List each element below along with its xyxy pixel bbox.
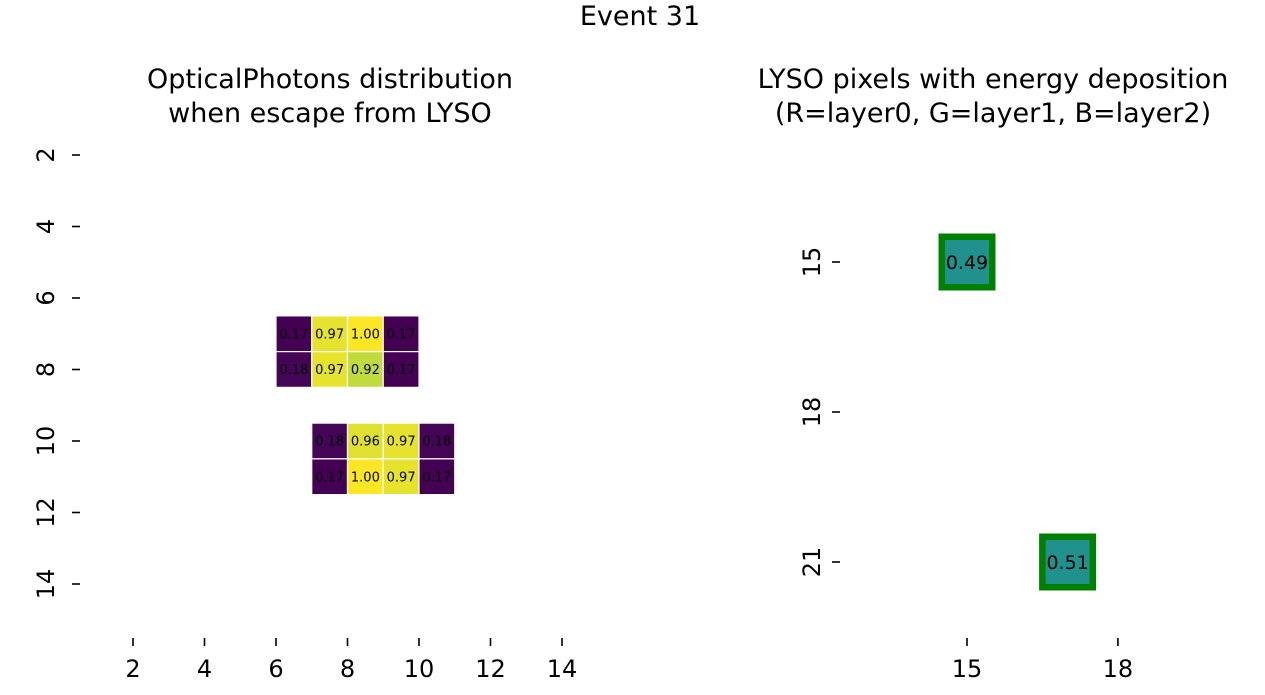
right-x-tick-label: 15 [952, 655, 983, 683]
left-y-axis-ticks: 2 4 6 8 10 12 14 [32, 147, 80, 599]
left-cell [346, 351, 384, 388]
left-cell [311, 458, 349, 496]
left-cell-label: 0.97 [315, 363, 344, 378]
right-y-axis-ticks: 15 18 21 [798, 247, 840, 578]
left-x-tick-label: 2 [125, 655, 140, 683]
left-cell-label: 1.00 [351, 327, 380, 342]
left-cell [346, 458, 384, 496]
right-cell-label: 0.51 [1046, 552, 1088, 574]
left-cell [275, 315, 313, 353]
left-cell-label: 0.97 [387, 435, 416, 450]
left-y-tick-label: 2 [32, 147, 60, 162]
left-cell-label: 0.97 [387, 470, 416, 485]
right-y-tick-label: 18 [798, 397, 826, 428]
left-cell [275, 351, 313, 388]
left-cell-label: 0.18 [279, 363, 308, 378]
right-title-line-2: (R=layer0, G=layer1, B=layer2) [775, 98, 1211, 129]
right-x-axis-ticks: 15 18 [952, 638, 1133, 683]
left-cell-label: 0.96 [351, 435, 380, 450]
right-y-tick-label: 15 [798, 247, 826, 278]
left-cell-label: 0.18 [315, 435, 344, 450]
right-title-line-1: LYSO pixels with energy deposition [758, 64, 1229, 95]
right-y-tick-label: 21 [798, 547, 826, 578]
left-cell-label: 0.18 [422, 435, 451, 450]
left-cell-label: 0.97 [315, 327, 344, 342]
left-cell-label: 0.17 [422, 470, 451, 485]
left-x-tick-label: 6 [268, 655, 283, 683]
right-cell [945, 240, 989, 284]
left-title-line-1: OpticalPhotons distribution [147, 64, 513, 95]
left-cell-label: 0.17 [387, 327, 416, 342]
right-cell [1045, 540, 1090, 584]
left-cell-label: 1.00 [351, 470, 380, 485]
right-x-tick-label: 18 [1103, 655, 1134, 683]
left-y-tick-label: 8 [32, 362, 60, 377]
left-x-tick-label: 4 [197, 655, 212, 683]
left-cell [418, 422, 456, 460]
left-cell-label: 0.17 [279, 327, 308, 342]
left-x-tick-label: 12 [475, 655, 506, 683]
left-heatmap-cells: 0.17 0.97 1.00 0.17 0.18 0.97 0.92 0.17 0.18 0.96… [275, 315, 456, 496]
left-y-tick-label: 14 [32, 569, 60, 600]
left-y-tick-label: 10 [32, 426, 60, 457]
left-cell [382, 315, 420, 353]
left-x-tick-label: 14 [547, 655, 578, 683]
left-y-tick-label: 6 [32, 290, 60, 305]
left-cell [346, 422, 384, 460]
left-y-tick-label: 4 [32, 219, 60, 234]
left-x-tick-label: 10 [404, 655, 435, 683]
right-cell-label: 0.49 [946, 252, 988, 274]
figure-suptitle: Event 31 [580, 1, 700, 32]
left-cell [311, 351, 349, 388]
left-title-line-2: when escape from LYSO [168, 98, 492, 129]
left-y-tick-label: 12 [32, 497, 60, 528]
right-heatmap-cells: 0.49 0.51 [938, 233, 1097, 591]
left-cell-label: 0.17 [315, 470, 344, 485]
left-cell [418, 458, 456, 496]
left-x-tick-label: 8 [340, 655, 355, 683]
left-cell-label: 0.92 [351, 363, 380, 378]
right-panel: LYSO pixels with energy deposition (R=la… [758, 64, 1229, 683]
left-cell [382, 351, 420, 388]
left-panel: OpticalPhotons distribution when escape … [32, 64, 577, 683]
left-cell-label: 0.17 [387, 363, 416, 378]
left-x-axis-ticks: 2 4 6 8 10 12 14 [125, 638, 577, 683]
